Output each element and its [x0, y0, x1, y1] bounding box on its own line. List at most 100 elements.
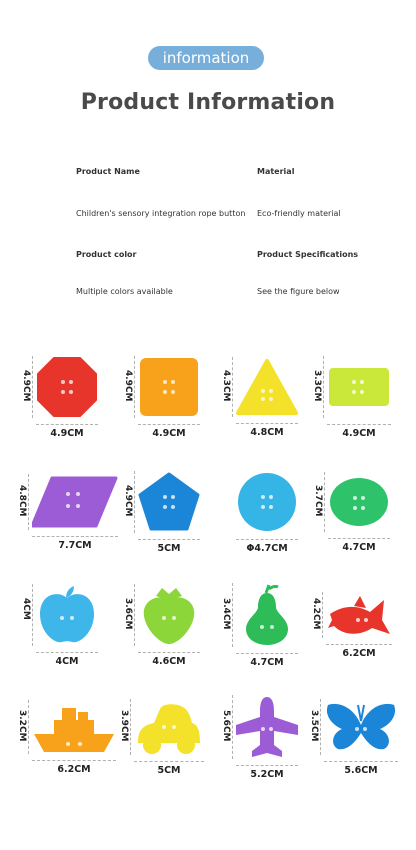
button-item-rectangle: 3.3CM 4.9CM — [300, 355, 404, 473]
width-dimension-line — [138, 652, 200, 653]
material-label: Material — [257, 167, 295, 176]
width-label: 5CM — [157, 543, 181, 554]
button-item-circle: Φ4.7CM — [208, 470, 312, 588]
width-label: 5.6CM — [344, 765, 378, 776]
button-item-triangle: 4.3CM 4.8CM — [208, 355, 312, 473]
width-dimension-line — [138, 424, 200, 425]
height-label: 4.9CM — [123, 370, 133, 402]
button-item-ship: 3.2CM 6.2CM — [8, 695, 116, 813]
width-dimension-line — [32, 760, 116, 761]
width-label: 7.7CM — [58, 540, 92, 551]
button-item-rhombus: 4.8CM 7.7CM — [8, 470, 118, 588]
button-item-apple: 4CM 4CM — [8, 583, 112, 701]
height-label: 3.4CM — [221, 598, 231, 630]
width-dimension-line — [36, 652, 98, 653]
width-label: 4.9CM — [152, 428, 186, 439]
car-button-shape — [138, 704, 200, 754]
button-item-strawberry: 3.6CM 4.6CM — [110, 583, 214, 701]
information-badge: information — [148, 46, 264, 70]
button-item-airplane: 5.6CM 5.2CM — [208, 695, 312, 813]
airplane-button-shape — [236, 697, 298, 757]
rhombus-button-shape — [32, 476, 118, 528]
height-dimension-line — [28, 474, 29, 530]
product-color-label: Product color — [76, 250, 137, 259]
height-dimension-line — [134, 584, 135, 646]
width-label: 4.6CM — [152, 656, 186, 667]
width-dimension-line — [324, 761, 398, 762]
height-dimension-line — [232, 583, 233, 647]
height-dimension-line — [232, 357, 233, 417]
width-dimension-line — [36, 424, 98, 425]
width-label: 4.7CM — [250, 657, 284, 668]
width-dimension-line — [236, 765, 298, 766]
width-dimension-line — [138, 539, 200, 540]
product-specifications-value: See the figure below — [257, 287, 340, 296]
pentagon-button-shape — [138, 472, 200, 531]
product-specifications-label: Product Specifications — [257, 250, 359, 259]
height-label: 4.9CM — [123, 485, 133, 517]
height-label: 3.5CM — [309, 710, 319, 742]
product-color-value: Multiple colors available — [76, 287, 173, 296]
width-label: 5CM — [157, 765, 181, 776]
width-label: 4.7CM — [342, 542, 376, 553]
width-label: 4CM — [55, 656, 79, 667]
width-dimension-line — [32, 536, 118, 537]
button-item-oval: 3.7CM 4.7CM — [300, 470, 404, 588]
height-dimension-line — [232, 695, 233, 759]
height-dimension-line — [130, 699, 131, 755]
strawberry-button-shape — [143, 588, 195, 644]
page-title: Product Information — [80, 90, 336, 115]
height-dimension-line — [323, 356, 324, 418]
oval-button-shape — [330, 478, 388, 526]
width-dimension-line — [326, 644, 392, 645]
height-label: 3.9CM — [119, 710, 129, 742]
width-label: 4.9CM — [342, 428, 376, 439]
fish-button-shape — [328, 596, 390, 634]
width-dimension-line — [236, 653, 298, 654]
height-label: 4.3CM — [221, 370, 231, 402]
height-dimension-line — [324, 472, 325, 532]
width-label: Φ4.7CM — [246, 543, 288, 554]
button-item-square: 4.9CM 4.9CM — [110, 355, 214, 473]
button-item-car: 3.9CM 5CM — [110, 695, 214, 813]
width-dimension-line — [236, 539, 298, 540]
pear-button-shape — [246, 584, 288, 645]
height-label: 3.2CM — [17, 710, 27, 742]
height-label: 3.7CM — [313, 485, 323, 517]
height-dimension-line — [320, 699, 321, 755]
width-dimension-line — [134, 761, 204, 762]
button-item-fish: 4.2CM 6.2CM — [300, 583, 404, 701]
octagon-button-shape — [37, 357, 97, 417]
height-label: 5.6CM — [221, 710, 231, 742]
height-label: 3.3CM — [312, 370, 322, 402]
width-dimension-line — [328, 538, 390, 539]
width-label: 6.2CM — [342, 648, 376, 659]
width-label: 5.2CM — [250, 769, 284, 780]
height-dimension-line — [32, 356, 33, 418]
triangle-button-shape — [236, 359, 298, 415]
ship-button-shape — [34, 708, 114, 752]
height-label: 4.8CM — [17, 485, 27, 517]
height-dimension-line — [322, 592, 323, 638]
button-item-octagon: 4.9CM 4.9CM — [8, 355, 112, 473]
material-value: Eco-friendly material — [257, 209, 341, 218]
width-dimension-line — [327, 424, 391, 425]
width-label: 4.9CM — [50, 428, 84, 439]
height-label: 4.2CM — [311, 598, 321, 630]
butterfly-button-shape — [326, 703, 396, 750]
height-label: 4.9CM — [21, 370, 31, 402]
product-name-label: Product Name — [76, 167, 140, 176]
button-item-butterfly: 3.5CM 5.6CM — [300, 695, 404, 813]
height-dimension-line — [32, 584, 33, 646]
square-button-shape — [140, 358, 198, 416]
height-dimension-line — [134, 471, 135, 533]
height-label: 4CM — [21, 598, 31, 620]
apple-button-shape — [40, 586, 94, 643]
height-dimension-line — [134, 356, 135, 418]
circle-button-shape — [238, 473, 296, 531]
height-label: 3.6CM — [123, 598, 133, 630]
width-label: 6.2CM — [57, 764, 91, 775]
height-dimension-line — [28, 700, 29, 754]
rectangle-button-shape — [329, 368, 389, 406]
width-dimension-line — [236, 423, 298, 424]
